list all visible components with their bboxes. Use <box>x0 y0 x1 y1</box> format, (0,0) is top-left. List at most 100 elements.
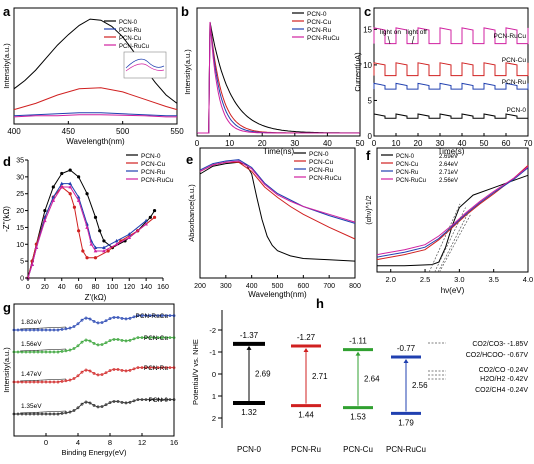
panel-e: e 200 300 400 500 600 700 800 Wavelength(nm) Abso… <box>186 147 361 299</box>
series-label: PCN-Ru <box>502 79 527 86</box>
y-axis-label: Intensity(a.u.) <box>183 49 192 95</box>
gap-value: 2.56 <box>412 381 428 390</box>
x-axis-label: hν(eV) <box>441 286 465 295</box>
y-tick-label: 20 <box>16 208 24 215</box>
data-point <box>164 336 168 340</box>
legend-entry: PCN-Ru <box>396 170 418 176</box>
data-point <box>36 328 40 332</box>
x-tick-label: 200 <box>194 283 206 290</box>
data-point <box>104 319 108 323</box>
data-point <box>68 184 72 189</box>
data-point <box>93 249 98 253</box>
data-point <box>68 378 72 382</box>
data-point <box>16 328 20 332</box>
data-point <box>56 350 60 354</box>
edge-line <box>19 326 67 330</box>
inset-frame <box>123 51 167 79</box>
arrow-head <box>303 348 309 353</box>
data-point <box>88 317 92 321</box>
data-point <box>92 372 96 375</box>
data-point <box>104 341 108 345</box>
data-point <box>76 406 80 410</box>
gap-value: 2.64 <box>364 375 380 384</box>
data-point <box>81 249 85 253</box>
data-point <box>40 328 44 332</box>
panel-a: a 400 450 500 550 Wavelength(nm) Intensity(a.u… <box>2 4 184 146</box>
panel-label: g <box>3 300 11 315</box>
series-label: PCN-Ru <box>144 365 169 372</box>
data-point <box>100 321 104 324</box>
data-point <box>108 339 112 343</box>
data-point <box>32 380 36 384</box>
data-point <box>114 242 119 246</box>
data-point <box>40 412 44 416</box>
data-point <box>104 371 108 375</box>
arrow-head <box>403 359 409 364</box>
x-tick-label: 800 <box>349 283 361 290</box>
data-point <box>116 400 120 403</box>
data-point <box>132 399 136 403</box>
y-tick-label: 5 <box>20 259 24 266</box>
data-point <box>156 314 160 318</box>
series-line-pcn-rucu <box>13 114 177 118</box>
data-point <box>68 181 72 185</box>
band-name: PCN-RuCu <box>386 445 426 454</box>
legend-entry: PCN-RuCu <box>141 177 174 184</box>
x-tick-label: 16 <box>170 438 178 447</box>
data-point <box>96 373 100 377</box>
data-point <box>152 366 156 370</box>
legend-entry: PCN-0 <box>309 151 329 158</box>
data-point <box>148 398 152 402</box>
data-point <box>48 380 52 384</box>
data-point <box>88 401 92 405</box>
x-axis-label: Time(ns) <box>263 147 295 156</box>
data-point <box>44 328 48 332</box>
data-point <box>76 322 80 326</box>
data-point <box>84 368 88 372</box>
data-point <box>148 314 152 318</box>
vb-value: 1.32 <box>241 408 257 417</box>
data-point <box>80 370 84 374</box>
data-point <box>136 366 140 370</box>
data-point <box>28 412 32 416</box>
edge-label: 1.56eV <box>21 341 42 348</box>
data-point <box>112 337 116 341</box>
panel-g: g 1.82eV PCN-RuCu 1.56eV PCN-Cu 1.47eV PCN-Ru 1… <box>2 300 178 457</box>
annotation-arrow <box>387 35 391 45</box>
legend-value: 2.56eV <box>439 178 458 184</box>
data-point <box>156 336 160 340</box>
data-point <box>28 328 32 332</box>
band-name: PCN-0 <box>237 445 262 454</box>
legend-entry: PCN-0 <box>141 153 161 160</box>
data-point <box>36 350 40 354</box>
data-point <box>132 337 136 341</box>
x-tick-label: 500 <box>116 127 130 136</box>
data-point <box>89 242 94 246</box>
panel-d: d 0 20 40 60 80 100 120 140 160 0 5 10 15 20 25 30 35 Z'(k… <box>2 153 174 302</box>
edge-line <box>19 348 67 352</box>
data-point <box>28 350 32 354</box>
legend-entry: PCN-RuCu <box>307 35 340 42</box>
panel-c: c PCN-RuCu PCN-Cu PCN-Ru PCN-0 light on light … <box>353 4 533 156</box>
data-point <box>48 328 52 332</box>
data-point <box>93 256 98 260</box>
x-tick-label: 20 <box>258 139 267 148</box>
data-point <box>44 412 48 416</box>
data-point <box>77 175 81 179</box>
data-point <box>168 398 172 402</box>
x-tick-label: 0 <box>44 438 48 447</box>
data-point <box>144 314 148 318</box>
data-point <box>68 348 72 352</box>
series-line-pcn-rucu <box>27 186 147 279</box>
legend-entry: PCN-RuCu <box>119 44 149 50</box>
data-point <box>140 398 144 402</box>
data-point <box>164 398 168 402</box>
vb-value: 1.44 <box>298 411 314 420</box>
data-point <box>152 215 157 219</box>
data-point <box>112 399 116 403</box>
data-point <box>92 320 96 323</box>
legend-entry: PCN-Ru <box>309 167 334 174</box>
data-point <box>76 198 81 202</box>
data-point <box>128 400 132 404</box>
data-point <box>127 235 132 239</box>
